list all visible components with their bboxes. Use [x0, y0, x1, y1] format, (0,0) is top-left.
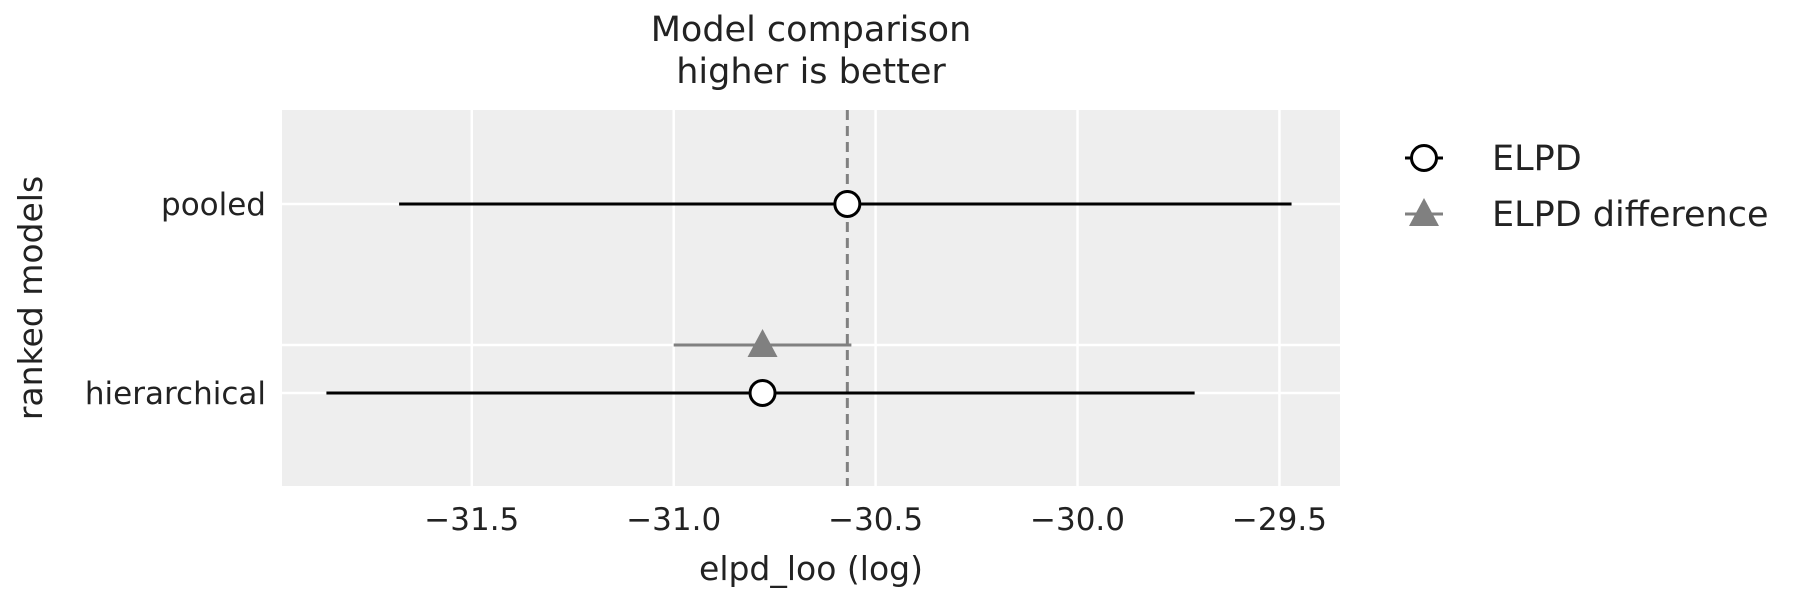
x-tick-label: −30.0 [1030, 502, 1125, 538]
legend-circle-marker [1410, 144, 1438, 172]
y-tick-label: pooled [161, 187, 266, 223]
x-tick-label: −31.5 [424, 502, 519, 538]
y-tick-label: hierarchical [85, 376, 266, 412]
data-marks [326, 190, 1292, 407]
elpd-point [833, 190, 862, 218]
legend: ELPD ELPD difference [1405, 139, 1769, 235]
x-tick-label: −30.5 [828, 502, 923, 538]
chart-title: Model comparison [651, 10, 972, 50]
legend-triangle-marker [1409, 198, 1439, 226]
chart-subtitle: higher is better [676, 52, 946, 92]
x-tick-label: −29.5 [1232, 502, 1327, 538]
legend-label: ELPD difference [1492, 195, 1769, 235]
elpd-difference-point [747, 329, 778, 357]
tick-labels: −31.5 −31.0 −30.5 −30.0 −29.5 pooled hierarchi… [85, 187, 1327, 538]
elpd-point [748, 379, 777, 407]
plot-area [282, 110, 1340, 486]
x-tick-label: −31.0 [626, 502, 721, 538]
y-axis-label: ranked models [11, 176, 50, 420]
legend-label: ELPD [1492, 139, 1582, 179]
x-axis-label: elpd_loo (log) [699, 549, 923, 588]
